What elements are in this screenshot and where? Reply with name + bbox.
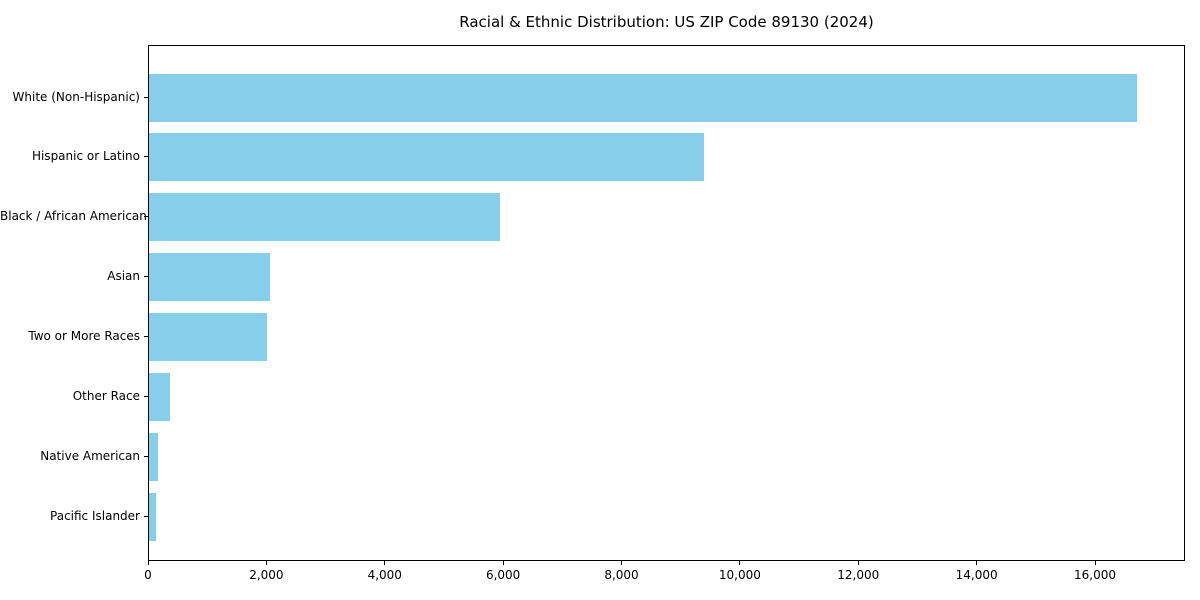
y-tick-mark — [144, 276, 148, 278]
y-tick-label: Hispanic or Latino — [31, 149, 140, 164]
y-tick-mark — [144, 335, 148, 337]
y-tick-label: Native American — [40, 448, 140, 463]
x-tick-label: 16,000 — [1074, 568, 1117, 582]
bar-native-american — [149, 432, 158, 481]
y-tick-mark — [144, 515, 148, 517]
x-tick-mark — [621, 561, 623, 565]
x-tick-label: 4,000 — [367, 568, 402, 582]
y-tick-mark — [144, 216, 148, 218]
y-tick-mark — [144, 96, 148, 98]
x-tick-label: 14,000 — [955, 568, 998, 582]
x-tick-label: 6,000 — [485, 568, 521, 582]
x-tick-label: 0 — [144, 568, 152, 582]
y-tick-label: Black / African American — [0, 209, 147, 224]
y-tick-mark — [144, 395, 148, 397]
plot-area — [148, 45, 1185, 561]
chart-title: Racial & Ethnic Distribution: US ZIP Cod… — [459, 13, 874, 31]
x-tick-mark — [739, 561, 741, 565]
y-tick-label: Pacific Islander — [50, 508, 140, 523]
x-tick-label: 8,000 — [604, 568, 639, 582]
bar-hispanic-or-latino — [149, 133, 705, 182]
x-tick-mark — [502, 561, 504, 565]
x-tick-mark — [147, 561, 149, 565]
x-tick-label: 10,000 — [718, 568, 761, 582]
bar-pacific-islander — [149, 492, 156, 541]
bar-black-african-american — [149, 193, 500, 242]
y-tick-mark — [144, 455, 148, 457]
y-tick-label: Other Race — [72, 388, 140, 403]
x-tick-label: 12,000 — [837, 568, 880, 582]
bar-other-race — [149, 372, 170, 421]
x-tick-mark — [857, 561, 859, 565]
x-tick-mark — [976, 561, 978, 565]
bar-asian — [149, 253, 270, 302]
y-tick-mark — [144, 156, 148, 158]
y-tick-label: Asian — [107, 269, 140, 284]
x-tick-mark — [384, 561, 386, 565]
bar-white-non-hispanic — [149, 73, 1138, 122]
bar-two-or-more-races — [149, 312, 267, 361]
y-tick-label: Two or More Races — [28, 328, 140, 343]
x-tick-mark — [265, 561, 267, 565]
x-tick-mark — [1094, 561, 1096, 565]
y-tick-label: White (Non-Hispanic) — [12, 89, 140, 104]
x-tick-label: 2,000 — [249, 568, 284, 582]
